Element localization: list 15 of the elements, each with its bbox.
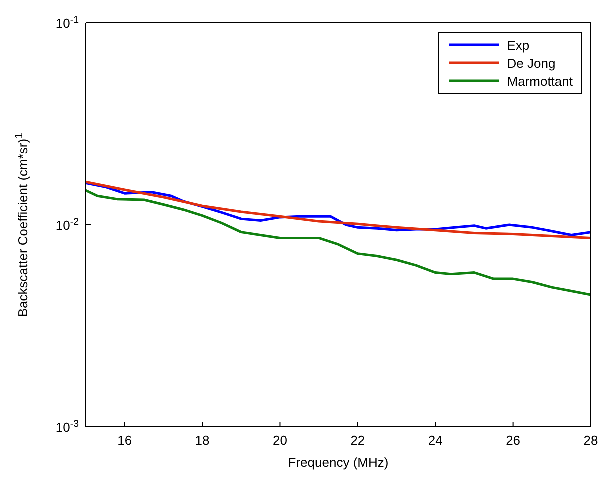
x-tick-label: 20 [272,433,288,448]
x-tick-label: 18 [195,433,210,448]
y-tick-label: 10$^{-3}$ [56,418,79,435]
x-tick-label: 26 [506,433,521,448]
legend-label: De Jong [507,56,556,70]
line-series [86,189,591,296]
x-tick-label: 22 [350,433,366,448]
x-tick-label: 28 [584,433,598,448]
legend-label: Marmottant [507,74,573,88]
x-tick-label: 24 [428,433,443,448]
y-tick-label: 10$^{-1}$ [56,14,79,31]
y-tick-label: 10$^{-2}$ [56,216,79,233]
x-axis-title: Frequency (MHz) [288,455,389,470]
x-tick-label: 16 [118,433,132,448]
legend-label: Exp [507,38,530,52]
